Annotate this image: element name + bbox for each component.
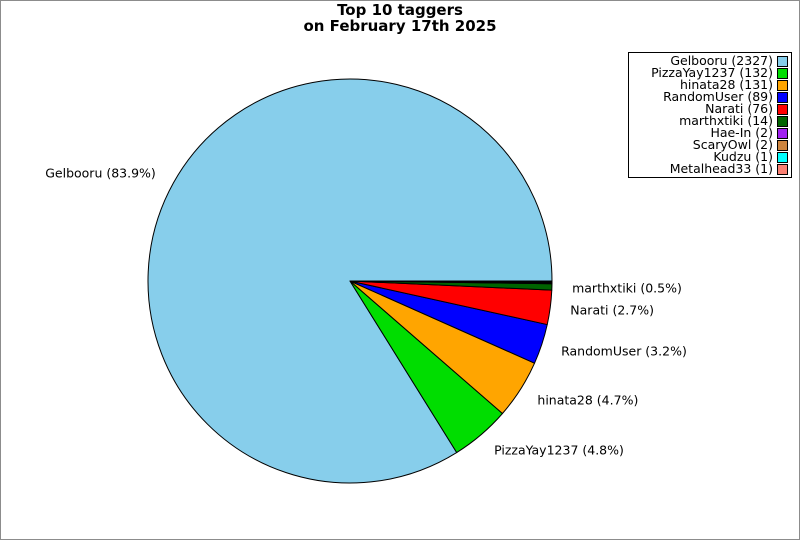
pie-slice-label-hinata28: hinata28 (4.7%) bbox=[537, 392, 639, 408]
legend-swatch-icon bbox=[777, 151, 788, 163]
legend-label: Metalhead33 (1) bbox=[669, 161, 773, 176]
legend-row-kudzu: Kudzu (1) bbox=[631, 149, 788, 164]
chart-title: Top 10 taggers on February 17th 2025 bbox=[1, 1, 799, 35]
legend-row-marthxtiki: marthxtiki (14) bbox=[631, 113, 788, 128]
legend-row-gelbooru: Gelbooru (2327) bbox=[631, 53, 788, 68]
legend-swatch-icon bbox=[777, 67, 788, 79]
legend-label: hinata28 (131) bbox=[679, 77, 773, 92]
legend-label: PizzaYay1237 (132) bbox=[651, 65, 773, 80]
legend-label: marthxtiki (14) bbox=[679, 113, 773, 128]
legend-label: Gelbooru (2327) bbox=[670, 53, 773, 68]
legend-row-hae-in: Hae-In (2) bbox=[631, 125, 788, 140]
pie-slice-label-marthxtiki: marthxtiki (0.5%) bbox=[572, 280, 682, 295]
legend-swatch-icon bbox=[777, 103, 788, 115]
legend-row-narati: Narati (76) bbox=[631, 101, 788, 116]
legend-swatch-icon bbox=[777, 79, 788, 91]
legend-label: RandomUser (89) bbox=[663, 89, 773, 104]
legend-swatch-icon bbox=[777, 127, 788, 139]
legend-row-metalhead33: Metalhead33 (1) bbox=[631, 161, 788, 176]
legend-row-hinata28: hinata28 (131) bbox=[631, 77, 788, 92]
legend-row-randomuser: RandomUser (89) bbox=[631, 89, 788, 104]
chart-title-line1: Top 10 taggers bbox=[337, 1, 463, 19]
legend-label: Kudzu (1) bbox=[713, 149, 773, 164]
legend-row-pizzayay1237: PizzaYay1237 (132) bbox=[631, 65, 788, 80]
pie-slice-label-narati: Narati (2.7%) bbox=[570, 302, 654, 318]
legend-swatch-icon bbox=[777, 139, 788, 151]
pie-slice-label-pizzayay1237: PizzaYay1237 (4.8%) bbox=[494, 442, 624, 458]
legend-label: Narati (76) bbox=[705, 101, 773, 116]
legend-swatch-icon bbox=[777, 91, 788, 103]
legend-row-scaryowl: ScaryOwl (2) bbox=[631, 137, 788, 152]
legend-box: Gelbooru (2327) PizzaYay1237 (132) hinata2… bbox=[628, 52, 792, 178]
legend-label: Hae-In (2) bbox=[710, 125, 773, 140]
legend-swatch-icon bbox=[777, 115, 788, 127]
pie-slice-label-randomuser: RandomUser (3.2%) bbox=[561, 343, 687, 358]
legend-swatch-icon bbox=[777, 163, 788, 175]
legend-swatch-icon bbox=[777, 55, 788, 67]
legend-label: ScaryOwl (2) bbox=[692, 137, 773, 152]
pie-slice-label-gelbooru: Gelbooru (83.9%) bbox=[45, 165, 156, 181]
chart-title-line2: on February 17th 2025 bbox=[303, 16, 497, 35]
